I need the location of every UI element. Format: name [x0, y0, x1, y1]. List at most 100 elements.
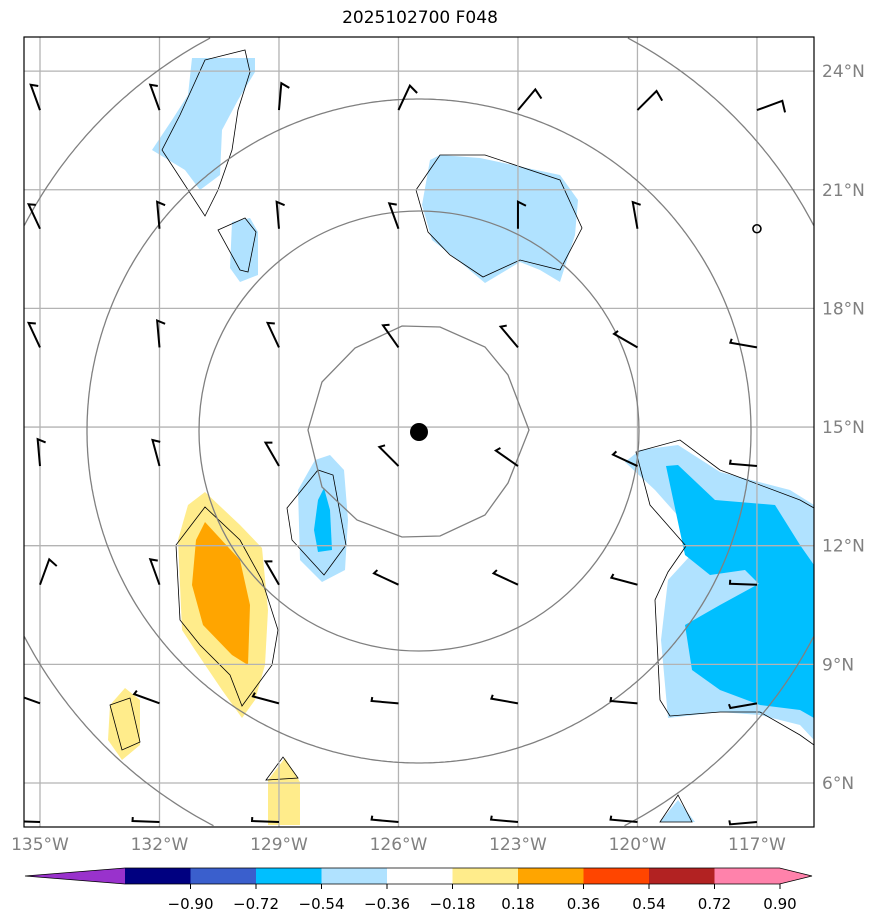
wind-barb [397, 83, 418, 111]
wind-barb [148, 83, 161, 111]
wind-barb [36, 437, 46, 467]
wind-barb [24, 820, 41, 823]
lon-label: 123°W [489, 835, 547, 855]
wind-barb [493, 447, 519, 467]
wind-barb [489, 815, 519, 823]
wind-barb [728, 702, 758, 710]
wind-barb [370, 815, 399, 823]
colorbar-segment [583, 868, 650, 884]
colorbar-tick-label: 0.54 [632, 895, 665, 913]
colorbar-segment [190, 868, 257, 884]
wind-barb [491, 569, 519, 586]
wind-barb [728, 820, 758, 826]
lon-label: 135°W [11, 835, 69, 855]
colorbar-tick-label: −0.72 [233, 895, 279, 913]
lat-label: 15°N [822, 418, 865, 438]
wind-barb [151, 438, 161, 467]
wind-barb [24, 696, 41, 705]
map-title: 2025102700 F048 [342, 8, 498, 28]
wind-barb [377, 444, 400, 467]
wind-barb [636, 89, 664, 111]
colorbar-segment [452, 868, 519, 884]
wind-barb [728, 579, 757, 586]
colorbar-tick-label: 0.90 [763, 895, 796, 913]
wind-barb [155, 200, 166, 229]
wind-barb [498, 324, 519, 349]
wind-barb [275, 200, 285, 229]
wind-barb [26, 203, 41, 230]
colorbar-tick-label: −0.18 [430, 895, 476, 913]
colorbar-tick-label: −0.54 [299, 895, 345, 913]
colorbar-segment [649, 868, 715, 884]
lon-label: 126°W [370, 835, 428, 855]
wind-barb [265, 321, 280, 348]
wind-barb [29, 83, 41, 111]
wind-barb [132, 689, 160, 705]
wind-barb [609, 573, 638, 586]
wind-barb [756, 99, 787, 113]
wind-barb [611, 450, 638, 467]
colorbar-segment [125, 868, 191, 884]
storm-center-marker [410, 423, 428, 441]
lon-label: 132°W [131, 835, 189, 855]
wind-barb [26, 321, 41, 348]
wind-barb [387, 202, 400, 230]
wind-barb [728, 459, 758, 468]
wind-barb [131, 816, 160, 823]
shaded-negative-areas [152, 58, 814, 822]
colorbar-tick-label: −0.90 [168, 895, 214, 913]
wind-barb [490, 694, 519, 705]
latitude-labels: 24°N 21°N 18°N 15°N 12°N 9°N 6°N [822, 62, 865, 794]
wind-barb [372, 569, 399, 586]
range-ring-1 [307, 325, 530, 538]
lon-label: 129°W [250, 835, 308, 855]
colorbar: −0.90 −0.72 −0.54 −0.36 −0.18 0.18 0.36 0.54 0.7… [24, 867, 813, 913]
wind-barb [609, 696, 638, 705]
lat-label: 6°N [822, 774, 854, 794]
colorbar-outline [24, 867, 813, 885]
graticule [24, 37, 814, 827]
range-ring-3 [86, 98, 752, 764]
wind-barb [250, 816, 280, 823]
wind-barb [251, 692, 280, 705]
wind-barb [729, 338, 758, 349]
range-ring-4 [24, 37, 814, 827]
wind-barb [39, 557, 58, 586]
colorbar-tick-label: −0.36 [364, 895, 410, 913]
colorbar-tick-label: 0.18 [501, 895, 534, 913]
colorbar-extend-low [25, 868, 125, 884]
range-rings [24, 37, 814, 827]
longitude-labels: 135°W 132°W 129°W 126°W 123°W 120°W 117°W [11, 835, 786, 855]
colorbar-segment [387, 868, 453, 884]
wind-barb [381, 323, 400, 348]
colorbar-segment [256, 868, 322, 884]
wind-barb [148, 558, 161, 586]
map-frame [23, 36, 815, 828]
lon-label: 120°W [609, 835, 667, 855]
wind-barb [517, 87, 543, 111]
contour-lines [109, 49, 814, 823]
lat-label: 9°N [822, 655, 854, 675]
wind-barb [277, 81, 290, 111]
lat-label: 24°N [822, 62, 865, 82]
lon-label: 117°W [728, 835, 786, 855]
colorbar-tick-label: 0.72 [698, 895, 731, 913]
wind-barb [370, 696, 399, 705]
wind-barb [155, 318, 166, 348]
wind-barb [631, 200, 641, 229]
colorbar-segment [321, 868, 388, 884]
lat-label: 12°N [822, 537, 865, 557]
colorbar-segment [518, 868, 584, 884]
wind-barb [612, 330, 638, 349]
calm-wind-marker [752, 223, 762, 234]
lat-label: 21°N [822, 181, 865, 201]
colorbar-extend-high [714, 868, 812, 884]
wind-barb [263, 441, 280, 467]
wind-barb [263, 560, 280, 586]
colorbar-tick-label: 0.36 [567, 895, 600, 913]
wind-barbs [24, 81, 787, 826]
wind-barb [609, 815, 638, 823]
range-ring-2 [198, 210, 640, 652]
